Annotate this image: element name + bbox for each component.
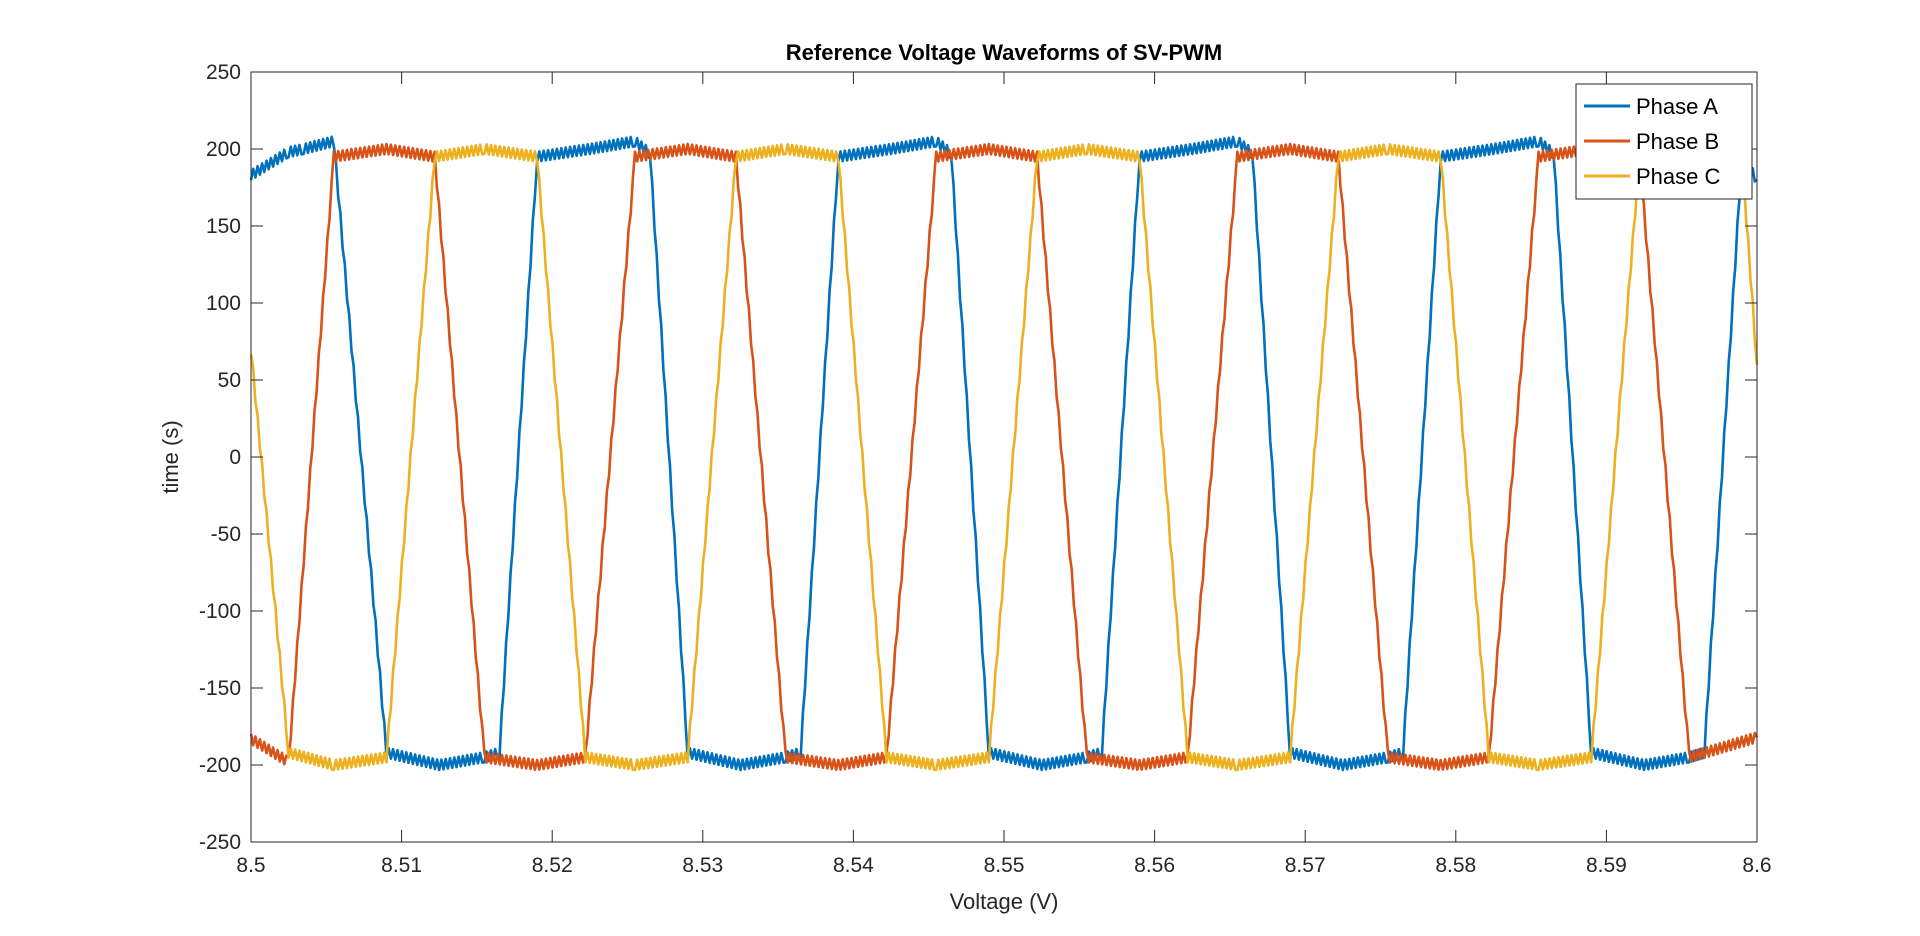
tick-layer: 8.5 8.51 8.52 8.53 8.54 8.55 8.56 8.57 8.58 8.59 8… [199,61,1772,877]
series-line-phase-b [249,142,1759,772]
legend-label: Phase A [1636,94,1718,119]
y-tick-label: 200 [206,138,241,161]
x-tick-label: 8.52 [532,854,573,877]
y-axis-label: time (s) [158,420,183,493]
x-tick-label: 8.57 [1285,854,1326,877]
x-axis-label: Voltage (V) [950,889,1059,914]
y-tick-label: 100 [206,292,241,315]
y-tick-label: -250 [199,831,241,854]
x-tick-label: 8.51 [381,854,422,877]
x-tick-label: 8.56 [1134,854,1175,877]
x-tick-label: 8.53 [682,854,723,877]
x-tick-label: 8.54 [833,854,874,877]
y-tick-label: 50 [218,369,241,392]
y-tick-label: -100 [199,600,241,623]
series-line-phase-a [249,135,1758,772]
x-tick-label: 8.55 [984,854,1025,877]
x-tick-label: 8.5 [236,854,265,877]
y-tick-label: -150 [199,677,241,700]
legend: Phase A Phase B Phase C [1575,83,1753,200]
y-tick-label: -50 [211,523,241,546]
chart-title: Reference Voltage Waveforms of SV-PWM [786,40,1222,65]
plot-area [251,72,1757,842]
y-tick-label: 250 [206,61,241,84]
series-line-phase-c [249,143,1759,772]
x-tick-label: 8.58 [1435,854,1476,877]
x-tick-label: 8.59 [1586,854,1627,877]
legend-label: Phase C [1636,164,1720,189]
y-tick-label: -200 [199,754,241,777]
y-tick-label: 0 [229,446,241,469]
series-layer [249,135,1759,772]
legend-label: Phase B [1636,129,1719,154]
x-tick-label: 8.6 [1742,854,1771,877]
y-tick-label: 150 [206,215,241,238]
